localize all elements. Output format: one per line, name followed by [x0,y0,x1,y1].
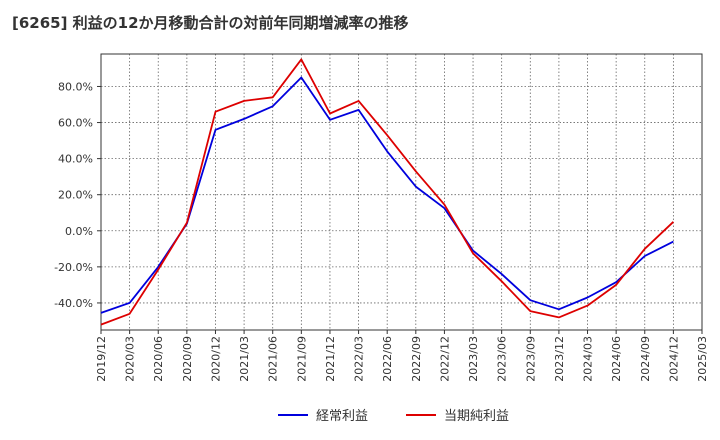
x-tick-label: 2020/09 [181,336,194,382]
x-tick-label: 2022/03 [353,336,366,382]
y-tick-label: 0.0% [65,225,93,238]
x-tick-label: 2020/03 [124,336,137,382]
chart-title: [6265] 利益の12か月移動合計の対前年同期増減率の推移 [12,14,409,32]
x-tick-label: 2023/03 [467,336,480,382]
x-tick-label: 2021/12 [324,336,337,382]
x-tick-label: 2021/06 [267,336,280,382]
y-axis-ticks: -40.0% -20.0% 0.0% 20.0% 40.0% 60.0% 80.0% [54,80,101,310]
x-tick-label: 2019/12 [95,336,108,382]
y-tick-label: 60.0% [58,117,93,130]
y-tick-label: 20.0% [58,189,93,202]
y-tick-label: 80.0% [58,80,93,93]
x-tick-label: 2023/12 [553,336,566,382]
x-tick-label: 2024/06 [610,336,623,382]
y-tick-label: -40.0% [54,297,93,310]
legend-label-2: 当期純利益 [444,409,509,424]
legend-label-1: 経常利益 [316,409,368,424]
series-layer [100,58,675,326]
series-line-2 [100,58,675,326]
x-tick-label: 2022/06 [381,336,394,382]
x-tick-label: 2024/09 [639,336,652,382]
x-tick-label: 2025/03 [696,336,709,382]
series-line-1 [100,76,674,314]
legend: 経常利益 当期純利益 [278,409,509,424]
x-tick-label: 2021/09 [295,336,308,382]
x-tick-label: 2022/12 [438,336,451,382]
y-tick-label: -20.0% [54,261,93,274]
plot-area-border [100,53,703,331]
x-tick-label: 2023/09 [524,336,537,382]
x-tick-label: 2020/06 [152,336,165,382]
x-tick-label: 2022/09 [410,336,423,382]
x-tick-label: 2021/03 [238,336,251,382]
x-tick-label: 2023/06 [496,336,509,382]
y-tick-label: 40.0% [58,153,93,166]
grid-layer [101,54,702,330]
x-tick-label: 2024/12 [667,336,680,382]
x-tick-label: 2020/12 [209,336,222,382]
x-tick-label: 2024/03 [582,336,595,382]
x-axis-ticks: 2019/12 2020/03 2020/06 2020/09 2020/12 2021/… [95,330,709,382]
